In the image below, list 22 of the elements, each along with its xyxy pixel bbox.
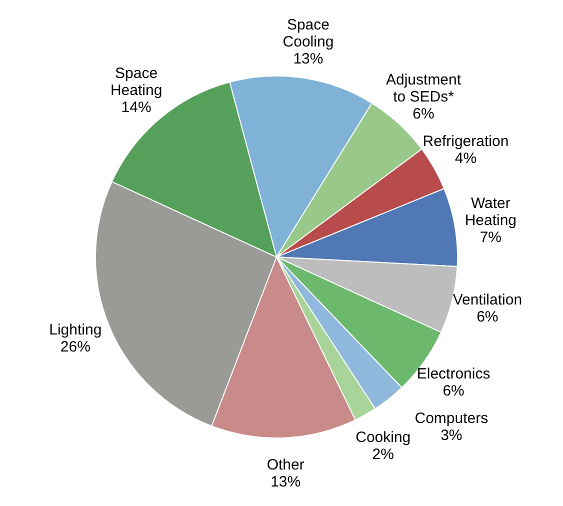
slice-label: Electronics (416, 365, 490, 382)
slice-label: Lighting (49, 322, 102, 339)
data-label: 13% (270, 474, 301, 491)
data-label: 4% (454, 150, 477, 168)
data-label: 6% (442, 382, 464, 400)
data-label: 13% (293, 50, 324, 68)
data-label: 6% (412, 105, 434, 122)
data-label: 6% (476, 308, 498, 326)
slice-label: Water Heating (464, 194, 517, 229)
slice-label: Refrigeration (422, 133, 509, 150)
data-label: 3% (440, 426, 462, 444)
data-label: 26% (60, 338, 90, 356)
slice-label: Computers (414, 410, 488, 427)
slice-label: Adjustment to SEDs* (386, 71, 462, 106)
data-label: 7% (480, 228, 502, 246)
slice-label: Space Heating (110, 65, 162, 100)
slice-label: Cooking (356, 428, 411, 446)
data-label: 14% (121, 99, 152, 116)
slice-label: Space Cooling (282, 16, 334, 50)
slice-label: Ventilation (452, 291, 522, 308)
data-label: 2% (372, 446, 394, 463)
slice-label: Other (266, 456, 304, 474)
